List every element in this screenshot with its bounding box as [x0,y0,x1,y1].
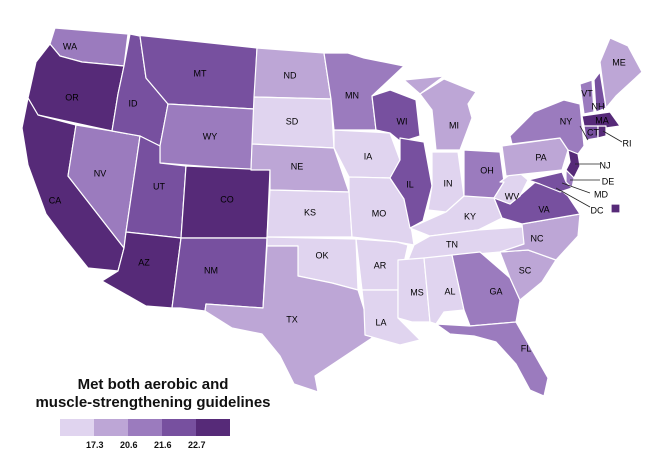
state-label-ms: MS [410,287,424,297]
legend-tick-4: 22.7 [188,440,206,450]
legend-swatch-5 [196,419,230,436]
state-label-ne: NE [291,161,304,171]
state-label-me: ME [612,57,626,67]
state-ny [509,99,585,155]
state-vt [579,79,595,115]
legend-swatch-1 [60,419,94,436]
state-label-az: AZ [138,257,150,267]
state-label-mn: MN [345,90,359,100]
state-label-ok: OK [315,250,328,260]
legend-swatch-2 [94,419,128,436]
state-md [527,171,573,193]
state-label-vt: VT [581,88,593,98]
state-nc [499,213,581,261]
state-label-nm: NM [204,265,218,275]
legend-tick-3: 21.6 [154,440,172,450]
state-label-de: DE [602,176,615,186]
state-label-mo: MO [372,208,387,218]
state-label-ca: CA [49,195,62,205]
state-label-nc: NC [531,233,544,243]
state-label-nj: NJ [600,160,611,170]
state-label-in: IN [444,178,453,188]
leader-line-dc [555,187,591,208]
state-label-ky: KY [464,211,476,221]
state-label-la: LA [375,317,386,327]
state-label-co: CO [220,194,234,204]
state-label-va: VA [538,204,549,214]
state-label-ut: UT [153,181,165,191]
state-wi [371,89,421,143]
state-label-ga: GA [489,286,502,296]
state-ms [397,257,431,323]
state-dc [610,203,621,214]
state-label-tn: TN [446,239,458,249]
state-ma [581,111,621,129]
state-fl [435,321,549,397]
state-label-ks: KS [304,207,316,217]
state-label-il: IL [406,179,414,189]
state-label-id: ID [129,98,139,108]
state-label-ia: IA [364,151,373,161]
state-label-tx: TX [286,314,298,324]
state-label-nh: NH [592,101,605,111]
state-label-dc: DC [591,205,604,215]
state-label-mt: MT [194,68,207,78]
state-label-ar: AR [374,260,387,270]
state-label-fl: FL [521,343,532,353]
legend-swatch-3 [128,419,162,436]
state-label-ny: NY [560,116,573,126]
state-label-or: OR [65,92,79,102]
state-ga [451,251,521,327]
state-ca [21,97,125,272]
state-label-al: AL [444,286,455,296]
legend-title: Met both aerobic and muscle-strengthenin… [28,376,278,412]
legend-title-line2: muscle-strengthening guidelines [35,394,271,411]
state-label-wv: WV [505,191,520,201]
state-label-ma: MA [595,115,609,125]
state-me [599,37,643,109]
legend-swatch-4 [162,419,196,436]
state-label-wi: WI [397,116,408,126]
state-label-sc: SC [519,265,532,275]
state-mi [403,75,477,151]
leader-line-md [561,182,591,194]
legend-color-bar [60,419,230,436]
state-label-md: MD [594,189,608,199]
leader-line-ct [579,125,589,141]
state-label-nv: NV [94,168,107,178]
state-label-wy: WY [203,131,218,141]
legend-tick-1: 17.3 [86,440,104,450]
state-label-oh: OH [480,165,494,175]
state-tx [204,245,373,393]
legend-title-line1: Met both aerobic and [77,376,229,393]
state-nm [171,237,268,312]
state-label-ri: RI [623,138,632,148]
state-label-pa: PA [535,152,546,162]
state-label-mi: MI [449,120,459,130]
legend-tick-2: 20.6 [120,440,138,450]
state-label-wa: WA [63,41,77,51]
state-label-sd: SD [286,116,299,126]
state-label-nd: ND [284,70,297,80]
state-label-ct: CT [587,127,599,137]
leader-line-ri [602,130,623,143]
state-ri [597,125,607,139]
